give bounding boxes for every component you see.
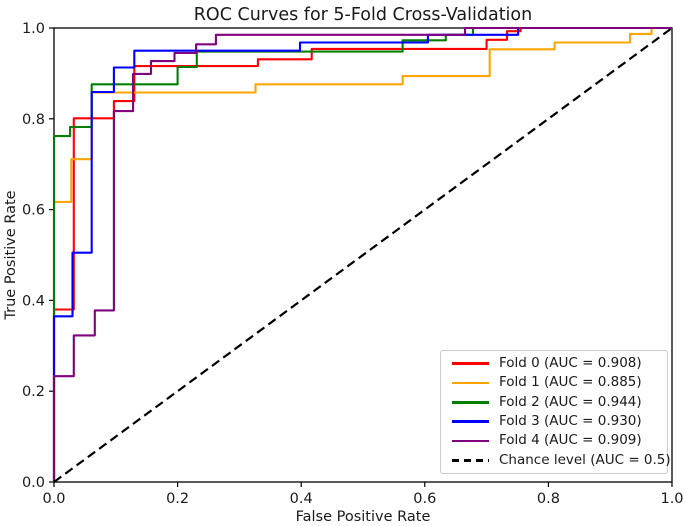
y-tick-label: 0.4 bbox=[22, 293, 45, 309]
legend-label: Fold 0 (AUC = 0.908) bbox=[499, 354, 642, 371]
x-axis-label: False Positive Rate bbox=[296, 509, 431, 525]
legend-label: Fold 4 (AUC = 0.909) bbox=[499, 432, 642, 449]
chart-title: ROC Curves for 5-Fold Cross-Validation bbox=[194, 5, 532, 25]
chance-line bbox=[53, 27, 673, 483]
legend-line-swatch bbox=[452, 401, 489, 404]
legend: Fold 0 (AUC = 0.908) Fold 1 (AUC = 0.885)… bbox=[440, 350, 671, 474]
legend-entry: Fold 3 (AUC = 0.930) bbox=[441, 413, 667, 430]
legend-line-swatch bbox=[452, 420, 489, 423]
x-tick-label: 0.8 bbox=[537, 491, 560, 507]
y-tick-label: 0.8 bbox=[22, 112, 45, 128]
x-tick-label: 0.2 bbox=[166, 491, 189, 507]
y-axis-label: True Positive Rate bbox=[3, 190, 19, 320]
legend-line-swatch bbox=[452, 362, 489, 365]
y-tick-label: 0.2 bbox=[22, 384, 45, 400]
y-tick-label: 0.6 bbox=[22, 203, 45, 219]
y-tick-label: 0.0 bbox=[22, 475, 45, 491]
legend-entry: Fold 1 (AUC = 0.885) bbox=[441, 374, 667, 391]
legend-entry: Fold 2 (AUC = 0.944) bbox=[441, 394, 667, 411]
x-tick-label: 0.4 bbox=[290, 491, 313, 507]
roc-curve-fold-1 bbox=[52, 26, 672, 482]
roc-curve-fold-0 bbox=[52, 26, 672, 482]
x-tick-label: 1.0 bbox=[660, 491, 683, 507]
roc-curves bbox=[52, 26, 673, 483]
legend-label: Fold 1 (AUC = 0.885) bbox=[499, 374, 642, 391]
legend-label: Fold 2 (AUC = 0.944) bbox=[499, 393, 642, 410]
legend-entry: Fold 0 (AUC = 0.908) bbox=[441, 355, 667, 372]
legend-label: Chance level (AUC = 0.5) bbox=[499, 451, 671, 468]
y-tick-label: 1.0 bbox=[22, 21, 45, 37]
legend-label: Fold 3 (AUC = 0.930) bbox=[499, 412, 642, 429]
legend-entry: Chance level (AUC = 0.5) bbox=[441, 452, 671, 469]
legend-line-swatch bbox=[452, 439, 489, 443]
legend-line-swatch bbox=[452, 381, 489, 385]
legend-dashed-line-swatch bbox=[452, 459, 489, 462]
legend-entry: Fold 4 (AUC = 0.909) bbox=[441, 432, 667, 449]
x-tick-label: 0.6 bbox=[413, 491, 436, 507]
roc-curve-fold-4 bbox=[52, 26, 672, 482]
x-tick-label: 0.0 bbox=[42, 491, 65, 507]
